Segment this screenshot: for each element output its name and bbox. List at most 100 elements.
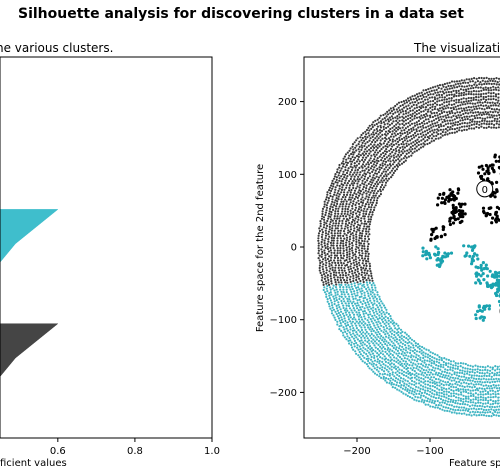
point-cluster-outer-upper <box>391 145 394 148</box>
point-cluster-outer-lower <box>482 408 485 411</box>
point-cluster-outer-lower <box>388 367 391 370</box>
point-cluster-outer-upper <box>361 193 364 196</box>
point-cluster-outer-lower <box>404 386 407 389</box>
point-cluster-outer-lower <box>372 322 375 325</box>
point-cluster-outer-upper <box>426 131 430 135</box>
point-cluster-outer-lower <box>387 312 390 316</box>
point-cluster-outer-lower <box>487 392 490 395</box>
point-cluster-outer-upper <box>337 281 340 284</box>
point-cluster-outer-upper <box>371 181 374 184</box>
point-cluster-outer-lower <box>382 336 385 339</box>
point-cluster-outer-lower <box>399 328 403 331</box>
point-cluster-outer-upper <box>360 133 363 137</box>
point-cluster-outer-lower <box>368 281 371 284</box>
point-cluster-outer-upper <box>411 112 414 115</box>
point-cluster-inner-upper <box>451 206 456 210</box>
point-cluster-outer-lower <box>435 358 438 361</box>
point-cluster-outer-lower <box>447 374 450 377</box>
point-cluster-outer-upper <box>405 142 408 145</box>
point-cluster-outer-upper <box>366 201 369 204</box>
point-cluster-outer-upper <box>370 272 373 275</box>
point-cluster-outer-upper <box>375 153 378 156</box>
point-cluster-outer-lower <box>342 326 345 329</box>
point-cluster-outer-lower <box>409 349 412 352</box>
point-cluster-outer-upper <box>331 219 334 222</box>
point-cluster-outer-lower <box>398 368 401 371</box>
point-cluster-outer-upper <box>480 125 483 128</box>
point-cluster-outer-upper <box>364 255 367 258</box>
point-cluster-outer-upper <box>473 83 476 86</box>
point-cluster-outer-lower <box>445 383 448 386</box>
point-cluster-outer-upper <box>352 211 355 214</box>
point-cluster-inner-lower <box>479 263 483 267</box>
point-cluster-outer-lower <box>355 336 358 339</box>
point-cluster-inner-upper <box>476 171 481 175</box>
point-cluster-outer-upper <box>458 129 461 132</box>
point-cluster-outer-upper <box>443 96 446 99</box>
point-cluster-outer-lower <box>375 338 378 341</box>
point-cluster-outer-upper <box>434 137 437 140</box>
point-cluster-outer-upper <box>379 114 382 117</box>
point-cluster-outer-upper <box>412 133 415 137</box>
point-cluster-outer-upper <box>334 212 337 215</box>
point-cluster-outer-lower <box>352 337 355 340</box>
point-cluster-outer-upper <box>360 176 363 179</box>
point-cluster-outer-lower <box>409 356 412 359</box>
point-cluster-inner-lower <box>477 305 481 309</box>
point-cluster-inner-upper <box>493 153 497 157</box>
point-cluster-outer-upper <box>452 114 455 117</box>
point-cluster-outer-upper <box>334 261 337 264</box>
point-cluster-outer-upper <box>341 219 344 222</box>
point-cluster-outer-lower <box>460 406 463 409</box>
point-cluster-outer-upper <box>344 166 347 169</box>
point-cluster-outer-upper <box>490 92 493 95</box>
point-cluster-outer-upper <box>482 97 485 101</box>
point-cluster-outer-lower <box>398 375 401 378</box>
point-cluster-outer-upper <box>372 131 375 134</box>
point-cluster-outer-upper <box>400 158 403 161</box>
point-cluster-outer-lower <box>385 340 388 343</box>
point-cluster-outer-upper <box>367 190 370 193</box>
point-cluster-outer-upper <box>387 159 390 162</box>
point-cluster-inner-upper <box>456 191 460 195</box>
point-cluster-outer-lower <box>423 347 426 350</box>
point-cluster-outer-upper <box>319 220 322 223</box>
point-cluster-outer-lower <box>404 360 407 363</box>
point-cluster-outer-upper <box>348 238 352 241</box>
point-cluster-outer-upper <box>461 119 464 122</box>
point-cluster-inner-upper <box>446 195 450 199</box>
point-cluster-outer-lower <box>391 386 394 389</box>
point-cluster-outer-upper <box>454 121 457 124</box>
point-cluster-outer-upper <box>399 111 402 114</box>
point-cluster-outer-upper <box>330 229 333 232</box>
point-cluster-outer-upper <box>326 201 329 204</box>
point-cluster-outer-lower <box>350 346 354 349</box>
point-cluster-outer-upper <box>418 92 421 95</box>
point-cluster-outer-lower <box>492 413 495 417</box>
point-cluster-outer-upper <box>332 271 335 274</box>
point-cluster-outer-upper <box>478 83 481 86</box>
point-cluster-outer-lower <box>367 339 371 342</box>
point-cluster-outer-upper <box>403 129 406 132</box>
point-cluster-outer-lower <box>451 366 455 369</box>
point-cluster-outer-lower <box>385 330 388 333</box>
point-cluster-outer-lower <box>367 346 370 349</box>
point-cluster-outer-upper <box>334 219 338 222</box>
point-cluster-outer-upper <box>462 81 465 84</box>
point-cluster-outer-upper <box>414 134 418 137</box>
point-cluster-outer-upper <box>411 115 414 118</box>
point-cluster-outer-lower <box>382 326 385 329</box>
point-cluster-outer-upper <box>370 196 373 199</box>
point-cluster-outer-upper <box>367 206 370 209</box>
point-cluster-outer-lower <box>334 286 338 289</box>
point-cluster-outer-lower <box>398 352 401 355</box>
point-cluster-outer-upper <box>483 77 486 80</box>
point-cluster-outer-lower <box>357 318 361 321</box>
point-cluster-outer-upper <box>455 94 458 98</box>
point-cluster-outer-upper <box>364 130 367 133</box>
point-cluster-outer-upper <box>408 131 411 134</box>
point-cluster-outer-upper <box>340 261 343 264</box>
point-cluster-outer-lower <box>461 369 464 372</box>
point-cluster-outer-upper <box>413 111 416 114</box>
